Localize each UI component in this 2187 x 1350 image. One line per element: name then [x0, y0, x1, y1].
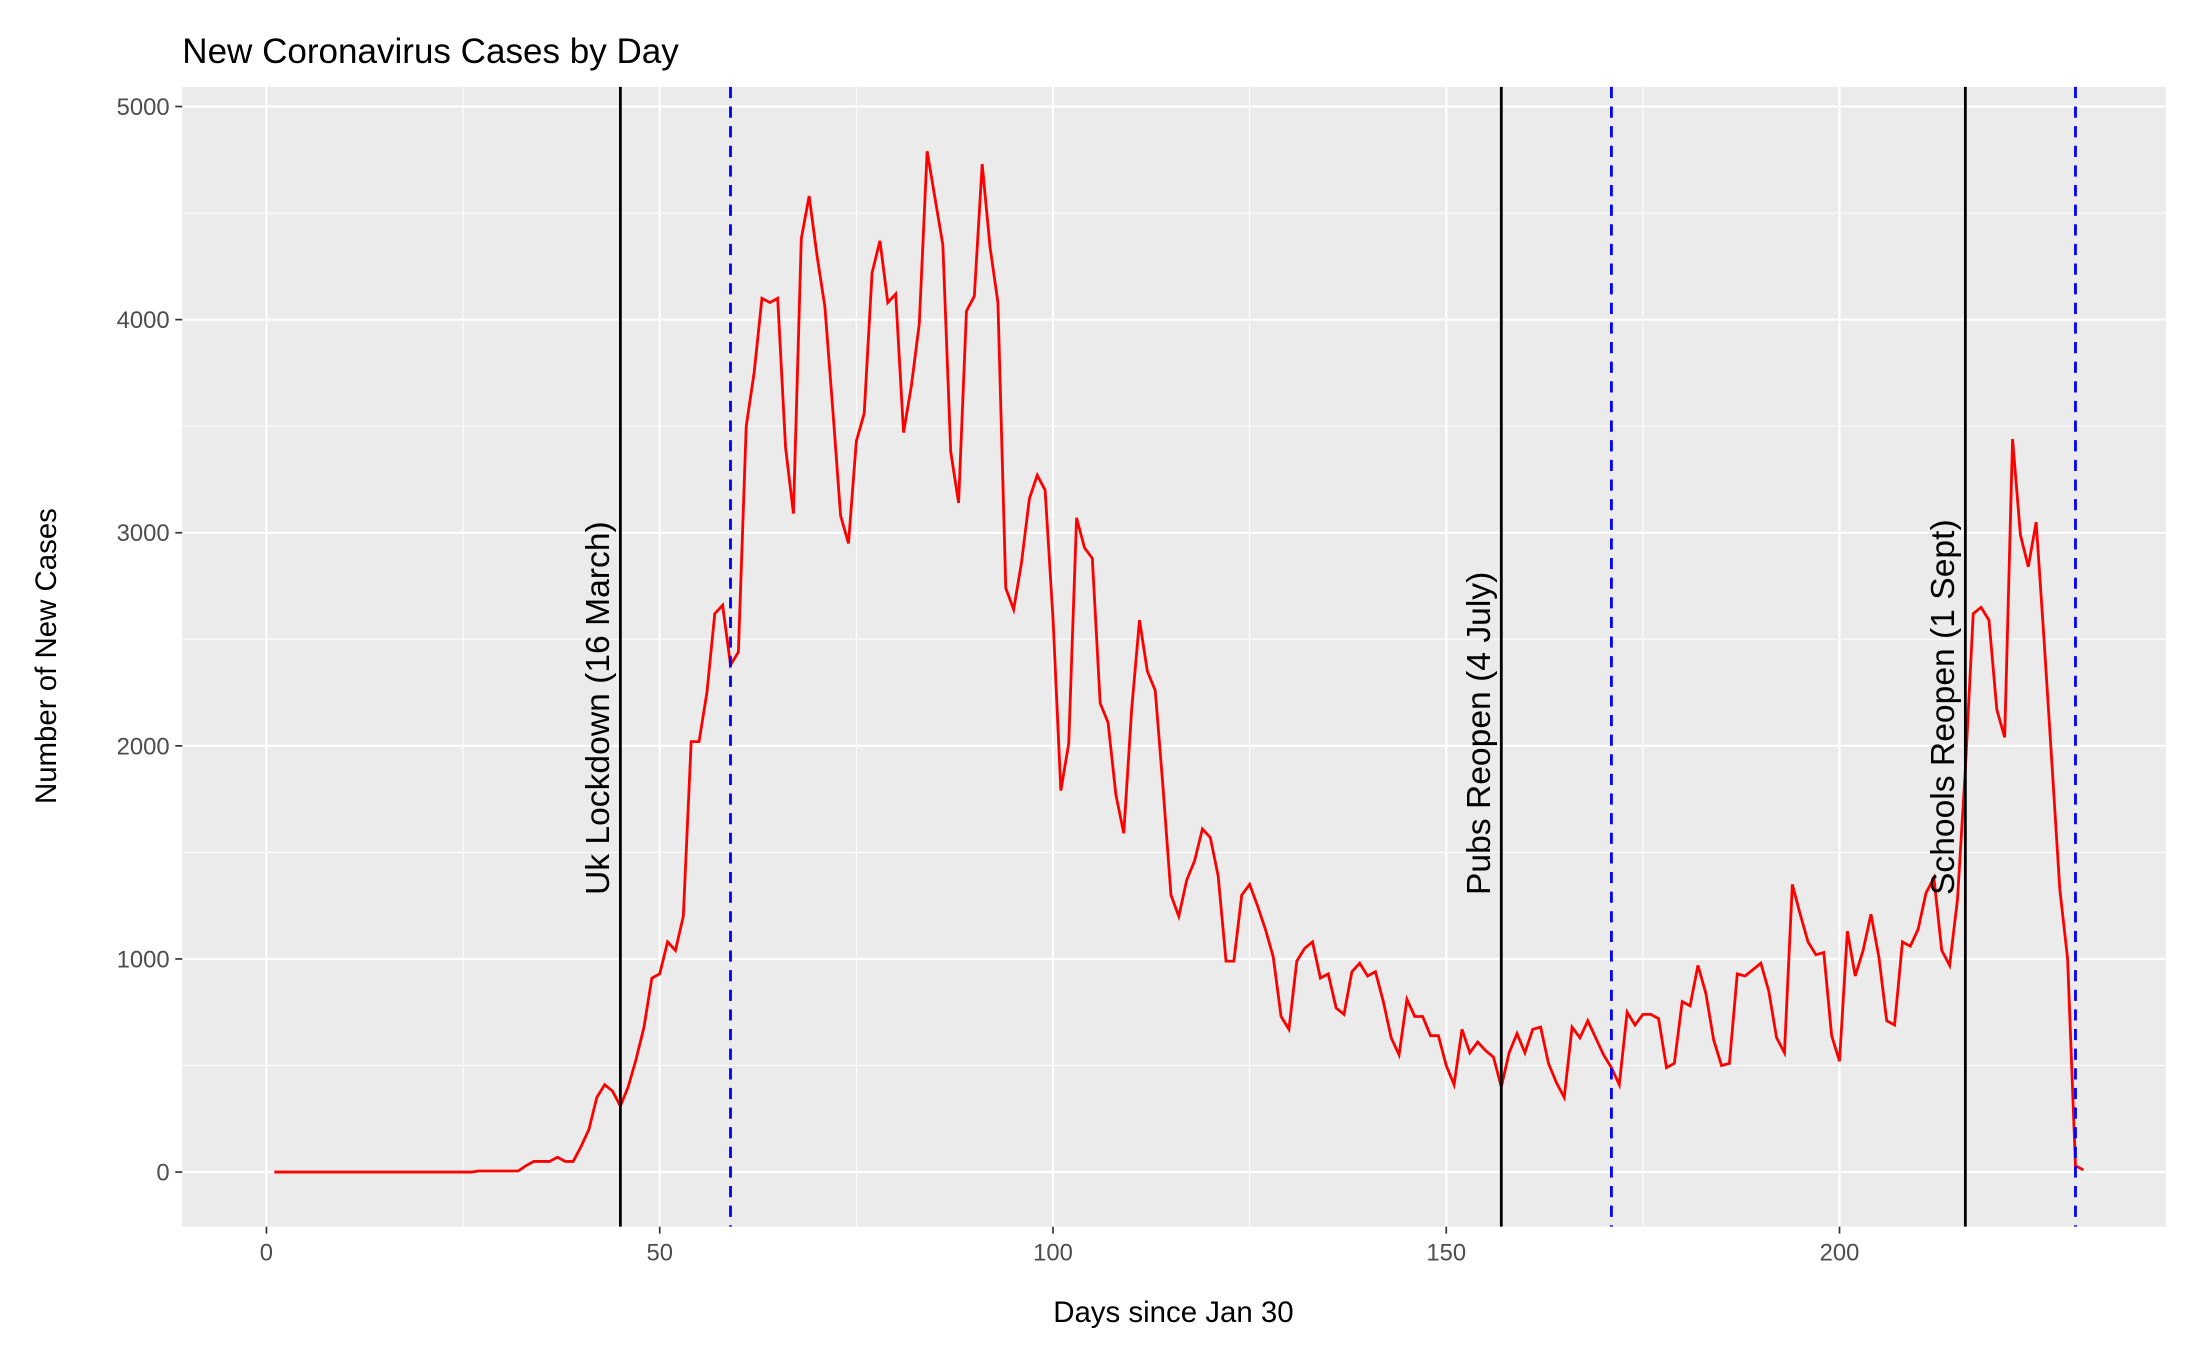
y-tick-label: 3000	[117, 520, 170, 547]
y-tick-label: 2000	[117, 733, 170, 760]
y-tick-label: 5000	[117, 94, 170, 121]
event-label: Pubs Reopen (4 July)	[1461, 572, 1498, 895]
x-tick-label: 100	[1033, 1239, 1073, 1266]
data-line	[274, 151, 2085, 1174]
x-axis-title: Days since Jan 30	[1053, 1296, 1293, 1329]
y-tick-label: 0	[156, 1159, 169, 1186]
x-tick-label: 50	[646, 1239, 673, 1266]
x-tick-label: 0	[260, 1239, 273, 1266]
y-tick-label: 1000	[117, 946, 170, 973]
y-tick-label: 4000	[117, 307, 170, 334]
panel	[182, 86, 2166, 1227]
x-tick-label: 200	[1820, 1239, 1860, 1266]
event-label: Uk Lockdown (16 March)	[580, 521, 617, 895]
x-tick-label: 150	[1426, 1239, 1466, 1266]
event-label: Schools Reopen (1 Sept)	[1925, 519, 1962, 895]
grid	[182, 86, 2166, 1227]
y-axis-title: Number of New Cases	[30, 508, 63, 804]
chart-title: New Coronavirus Cases by Day	[182, 32, 679, 71]
plot: Uk Lockdown (16 March) Pubs Reopen (4 Jul…	[274, 86, 2085, 1227]
